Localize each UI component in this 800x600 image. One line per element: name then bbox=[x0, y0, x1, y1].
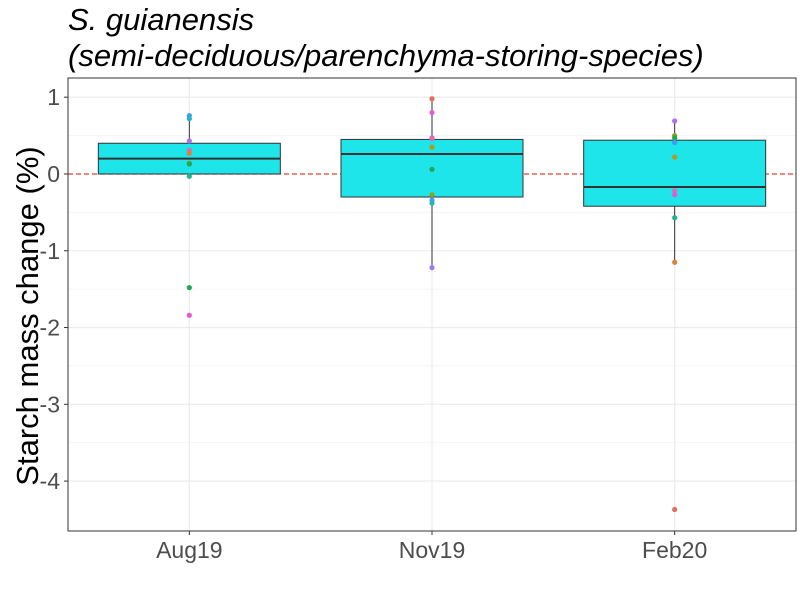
x-tick-label: Aug19 bbox=[156, 537, 223, 563]
y-tick-label: 0 bbox=[47, 161, 60, 187]
point-layer bbox=[186, 96, 678, 513]
x-tick-label: Nov19 bbox=[399, 537, 465, 563]
y-tick-label: -4 bbox=[40, 468, 61, 494]
x-tick-label: Feb20 bbox=[642, 537, 707, 563]
data-point bbox=[429, 109, 435, 116]
data-point bbox=[672, 139, 678, 146]
data-point bbox=[186, 138, 192, 144]
data-point bbox=[186, 161, 192, 167]
data-point bbox=[186, 150, 192, 156]
data-point bbox=[672, 154, 678, 160]
data-point bbox=[672, 192, 678, 198]
data-point bbox=[429, 96, 435, 102]
y-tick-label: -1 bbox=[40, 238, 60, 264]
data-point bbox=[429, 136, 435, 142]
chart-title: S. guianensis (semi-deciduous/parenchyma… bbox=[68, 2, 704, 73]
data-point bbox=[672, 506, 678, 513]
data-point bbox=[672, 259, 678, 265]
data-point bbox=[186, 312, 192, 318]
y-tick-label: 1 bbox=[47, 84, 60, 110]
y-axis-ticks: 1 0 -1 -2 -3 -4 bbox=[40, 84, 68, 494]
y-axis-title: Starch mass change (%) bbox=[10, 146, 45, 485]
data-point bbox=[429, 166, 435, 172]
data-point bbox=[186, 285, 192, 291]
data-point bbox=[429, 144, 435, 150]
data-point bbox=[672, 215, 678, 221]
data-point bbox=[186, 116, 192, 122]
y-tick-label: -3 bbox=[40, 391, 60, 417]
data-point bbox=[429, 192, 435, 198]
x-axis-ticks: Aug19 Nov19 Feb20 bbox=[156, 531, 707, 563]
data-point bbox=[672, 135, 678, 141]
data-point bbox=[672, 118, 678, 124]
y-tick-label: -2 bbox=[40, 315, 60, 341]
data-point bbox=[186, 173, 192, 179]
data-point bbox=[429, 265, 435, 271]
data-point bbox=[672, 188, 678, 194]
data-point bbox=[429, 200, 435, 206]
